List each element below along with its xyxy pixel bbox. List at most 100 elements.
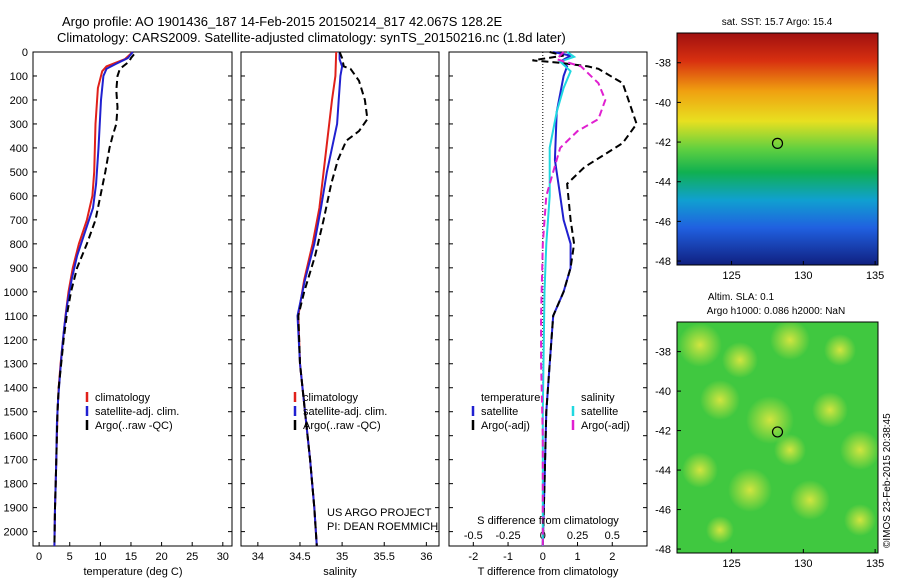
x-tick-label: 15	[125, 551, 137, 563]
sla-map-title-line1: Altim. SLA: 0.1	[708, 292, 775, 303]
map-y-tick-label: -48	[655, 544, 671, 556]
legend-label: Argo(..raw -QC)	[303, 420, 381, 432]
legend-label: satellite-adj. clim.	[303, 406, 387, 418]
salinity-plot: 34 34.5 35 35.5 36 climatology satellite-adj. …	[241, 51, 439, 563]
depth-tick-label: 300	[10, 119, 28, 131]
difference-axis-label: T difference from climatology	[478, 566, 619, 578]
map-x-tick-label: 130	[794, 558, 812, 570]
sla-texture-blob	[706, 516, 734, 544]
x-tick-label: 10	[94, 551, 106, 563]
depth-tick-label: 1600	[4, 431, 28, 443]
sst-map: sat. SST: 15.7 Argo: 15.4 125 130 135 -38 -4…	[655, 17, 884, 282]
sla-map-texture	[678, 320, 880, 544]
sla-texture-blob	[844, 504, 876, 536]
map-x-tick-label: 135	[866, 270, 884, 282]
depth-tick-label: 1700	[4, 455, 28, 467]
map-y-tick-label: -38	[655, 58, 671, 70]
series-line	[296, 52, 344, 547]
series-line	[540, 51, 607, 546]
temperature-panel-frame	[32, 51, 233, 547]
depth-tick-label: 1500	[4, 407, 28, 419]
sla-texture-blob	[824, 334, 856, 366]
series-line	[541, 51, 577, 546]
depth-tick-label: 1100	[4, 311, 28, 323]
depth-tick-label: 1800	[4, 479, 28, 491]
s-tick-label: 0.5	[605, 530, 620, 542]
depth-tick-label: 1200	[4, 335, 28, 347]
sla-texture-blob	[722, 342, 758, 378]
map-x-tick-label: 135	[866, 558, 884, 570]
sla-texture-blob	[682, 452, 718, 488]
sla-texture-blob	[770, 320, 810, 360]
depth-tick-label: 1300	[4, 359, 28, 371]
x-tick-label: 34.5	[289, 551, 310, 563]
series-line	[541, 51, 574, 547]
credit-line2: PI: DEAN ROEMMICH	[327, 521, 438, 533]
series-line	[53, 53, 135, 547]
depth-tick-label: 800	[10, 239, 28, 251]
sst-argo-marker	[771, 137, 784, 149]
series-line	[297, 51, 338, 547]
depth-tick-label: 700	[10, 215, 28, 227]
x-tick-label: 34	[252, 551, 264, 563]
legend-label: satellite-adj. clim.	[95, 406, 179, 418]
map-y-tick-label: -40	[655, 386, 671, 398]
depth-axis: 0 100 200 300 400 500 600 700 800 900 1000 1100 1200…	[4, 47, 28, 539]
series-line	[53, 51, 134, 547]
sla-texture-blob	[728, 468, 772, 512]
x-tick-label: 1	[574, 551, 580, 563]
x-tick-label: 25	[186, 551, 198, 563]
map-x-tick-label: 125	[722, 270, 740, 282]
sla-argo-marker	[771, 426, 784, 438]
x-tick-label: 0	[36, 551, 42, 563]
depth-tick-label: 200	[10, 95, 28, 107]
depth-tick-label: 900	[10, 263, 28, 275]
depth-tick-label: 400	[10, 143, 28, 155]
map-y-tick-label: -44	[655, 177, 671, 189]
map-y-tick-label: -46	[655, 216, 671, 228]
map-y-tick-label: -42	[655, 426, 671, 438]
map-x-tick-label: 130	[794, 270, 812, 282]
x-tick-label: 36	[420, 551, 432, 563]
x-tick-label: 2	[609, 551, 615, 563]
sla-texture-blob	[700, 380, 740, 420]
map-y-tick-label: -44	[655, 465, 671, 477]
sst-map-title: sat. SST: 15.7 Argo: 15.4	[722, 17, 833, 28]
x-tick-label: 0	[540, 551, 546, 563]
depth-tick-label: 1900	[4, 503, 28, 515]
s-tick-label: 0.25	[567, 530, 588, 542]
s-tick-label: -0.25	[496, 530, 521, 542]
sla-map-frame	[676, 321, 879, 554]
salinity-axis-label: salinity	[323, 566, 357, 578]
sst-map-frame	[676, 32, 879, 266]
sst-map-ticks: 125 130 135 -38 -40 -42 -44 -46 -48	[655, 58, 884, 282]
s-tick-label: -0.5	[464, 530, 483, 542]
depth-tick-label: 1000	[4, 287, 28, 299]
x-tick-label: 20	[155, 551, 167, 563]
depth-tick-label: 100	[10, 71, 28, 83]
series-line	[532, 51, 638, 547]
x-tick-label: 30	[217, 551, 229, 563]
x-tick-label: 35.5	[374, 551, 395, 563]
temperature-axis-label: temperature (deg C)	[83, 566, 182, 578]
legend-title: salinity	[581, 392, 615, 404]
x-tick-label: 5	[67, 551, 73, 563]
sla-map-title-line2: Argo h1000: 0.086 h2000: NaN	[707, 306, 845, 317]
x-tick-label: -2	[468, 551, 478, 563]
depth-tick-label: 0	[22, 47, 28, 59]
series-line	[297, 51, 369, 547]
series-line	[53, 51, 134, 547]
sst-map-image	[677, 33, 878, 265]
map-y-tick-label: -38	[655, 347, 671, 359]
legend-label: Argo(-adj)	[581, 420, 630, 432]
sla-texture-blob	[678, 323, 722, 367]
x-tick-label: -1	[503, 551, 513, 563]
legend-label: Argo(-adj)	[481, 420, 530, 432]
depth-tick-label: 2000	[4, 527, 28, 539]
map-y-tick-label: -46	[655, 505, 671, 517]
legend-label: satellite	[581, 406, 618, 418]
sla-map-ticks: 125 130 135 -38 -40 -42 -44 -46 -48	[655, 347, 884, 570]
difference-panel-frame	[448, 51, 648, 547]
x-tick-label: 35	[336, 551, 348, 563]
depth-tick-label: 500	[10, 167, 28, 179]
